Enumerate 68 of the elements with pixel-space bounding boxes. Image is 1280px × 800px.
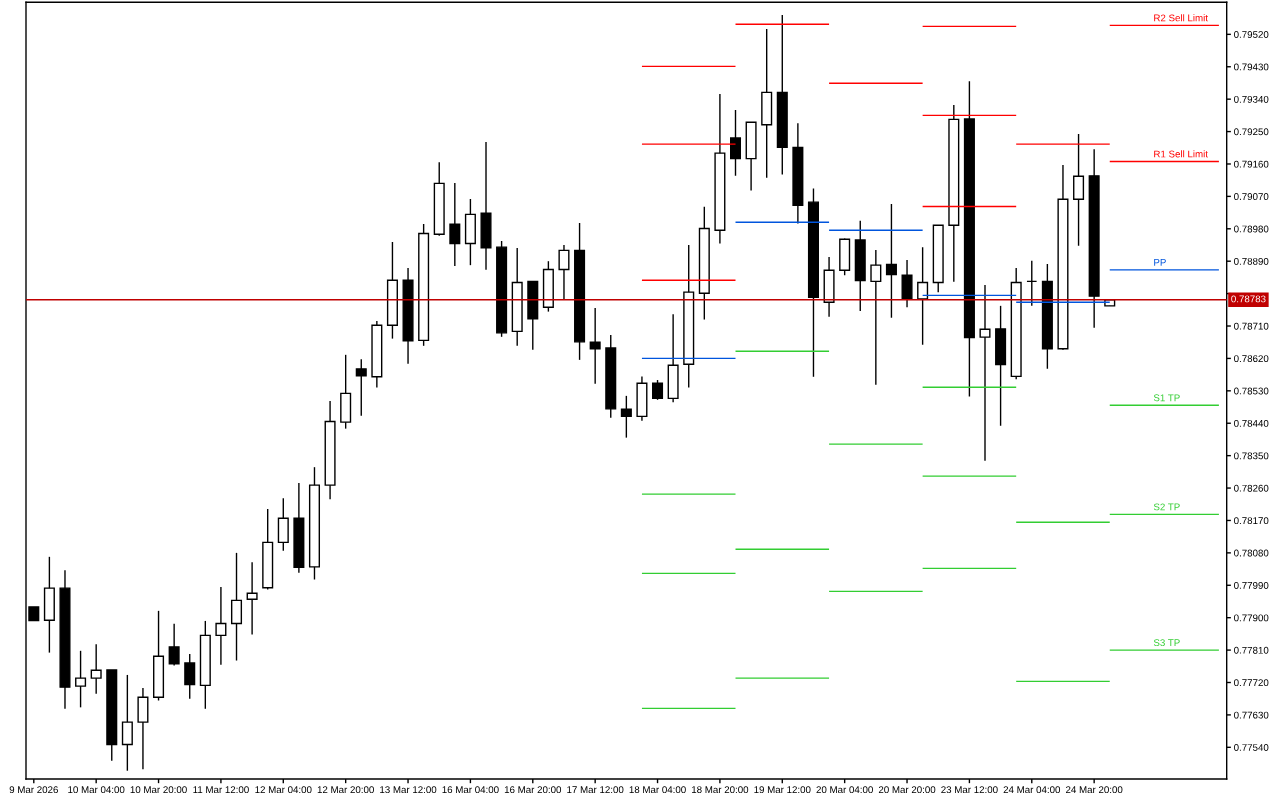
candlestick: [558, 244, 570, 300]
x-tick-label: 18 Mar 20:00: [692, 786, 749, 794]
series-label: S3 TP: [1153, 639, 1180, 647]
x-tick-label: 19 Mar 12:00: [754, 786, 811, 794]
y-tick-label: 0.79250: [1234, 128, 1269, 136]
candlestick: [652, 379, 664, 401]
y-tick-label: 0.78890: [1234, 257, 1269, 265]
candlestick: [230, 552, 243, 662]
candlestick: [620, 395, 632, 439]
y-tick-label: 0.78260: [1234, 484, 1269, 492]
x-tick-label: 10 Mar 20:00: [130, 786, 187, 794]
x-tick-label: 16 Mar 20:00: [504, 786, 562, 794]
x-tick-label: 17 Mar 12:00: [567, 786, 624, 794]
candlestick: [1073, 133, 1085, 247]
x-tick-label: 9 Mar 2026: [9, 786, 58, 794]
x-tick-label: 20 Mar 20:00: [878, 786, 936, 794]
candlestick: [90, 643, 102, 695]
x-tick-label: 11 Mar 12:00: [193, 786, 249, 794]
candlestick: [917, 246, 929, 346]
y-tick-label: 0.78620: [1234, 355, 1269, 363]
series-label: S2 TP: [1153, 503, 1180, 511]
x-tick-label: 20 Mar 04:00: [816, 786, 873, 794]
candlestick: [901, 259, 913, 308]
x-tick-label: 16 Mar 04:00: [442, 786, 499, 794]
y-tick-label: 0.78980: [1234, 225, 1269, 233]
candlestick: [246, 561, 258, 636]
x-tick-label: 12 Mar 20:00: [317, 786, 374, 794]
y-tick-label: 0.78530: [1234, 387, 1269, 395]
y-tick-label: 0.77630: [1234, 711, 1269, 719]
x-tick-label: 24 Mar 20:00: [1066, 786, 1123, 794]
candlestick: [729, 109, 742, 177]
candlestick: [75, 650, 87, 709]
y-tick-label: 0.79340: [1234, 95, 1269, 103]
candlestick: [215, 586, 227, 666]
y-tick-label: 0.78350: [1234, 452, 1269, 460]
y-tick-label: 0.77540: [1234, 744, 1269, 751]
y-tick-label: 0.79430: [1234, 63, 1269, 71]
y-tick-label: 0.79160: [1234, 160, 1269, 168]
y-tick-label: 0.78710: [1234, 322, 1269, 330]
y-tick-label: 0.79520: [1234, 31, 1269, 38]
series-label: R1 Sell Limit: [1154, 150, 1208, 158]
candlestick: [870, 249, 882, 386]
candlestick: [979, 284, 991, 462]
series-label: PP: [1154, 259, 1166, 266]
candlestick: [168, 623, 180, 667]
y-tick-label: 0.79070: [1234, 193, 1269, 200]
x-tick-label: 13 Mar 12:00: [380, 786, 437, 794]
candlestick: [449, 182, 461, 267]
x-tick-label: 12 Mar 04:00: [255, 786, 312, 794]
candlestick: [121, 674, 133, 772]
series-label: R2 Sell Limit: [1154, 14, 1208, 22]
x-tick-label: 10 Mar 04:00: [68, 786, 125, 794]
y-tick-label: 0.78170: [1234, 517, 1269, 525]
y-tick-label: 0.78440: [1234, 419, 1269, 427]
candlestick: [184, 653, 196, 700]
x-tick-label: 24 Mar 04:00: [1003, 786, 1061, 794]
x-tick-label: 23 Mar 12:00: [941, 786, 998, 794]
y-tick-label: 0.77720: [1234, 679, 1269, 687]
candlestick: [355, 358, 367, 417]
series-label: S1 TP: [1153, 394, 1180, 402]
x-tick-label: 18 Mar 04:00: [629, 786, 686, 794]
candlestick: [885, 203, 897, 319]
candlestick: [589, 307, 601, 385]
ref-line-label: 0.78783: [1231, 295, 1266, 303]
y-tick-label: 0.77810: [1234, 646, 1269, 654]
y-tick-label: 0.77900: [1234, 614, 1269, 622]
y-tick-label: 0.78080: [1234, 549, 1269, 557]
y-tick-label: 0.77990: [1234, 582, 1269, 589]
